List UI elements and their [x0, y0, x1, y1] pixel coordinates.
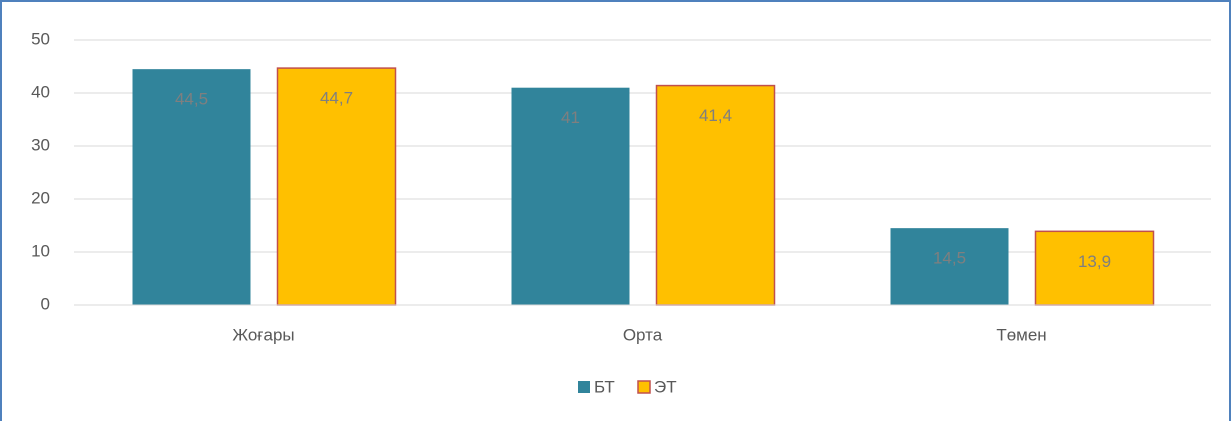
data-label: 14,5 [933, 249, 966, 268]
x-tick-label: Орта [623, 325, 663, 344]
y-tick-label: 10 [31, 241, 50, 260]
legend-swatch [637, 380, 651, 394]
legend-label: БТ [594, 377, 615, 396]
bar [132, 69, 251, 306]
data-label: 44,5 [175, 90, 208, 109]
bar [890, 228, 1009, 305]
y-tick-label: 30 [31, 135, 50, 154]
x-tick-label: Жоғары [232, 325, 294, 344]
data-label: 13,9 [1078, 252, 1111, 271]
bar [655, 84, 776, 306]
legend-swatch [578, 381, 590, 393]
data-label: 41,4 [699, 106, 732, 125]
data-label: 41 [561, 108, 580, 127]
legend-label: ЭТ [654, 377, 677, 396]
y-tick-label: 0 [41, 294, 50, 313]
y-tick-label: 20 [31, 188, 50, 207]
y-tick-label: 40 [31, 82, 50, 101]
y-tick-label: 50 [31, 29, 50, 48]
data-label: 44,7 [320, 89, 353, 108]
x-tick-label: Төмен [996, 325, 1046, 344]
bar [511, 87, 630, 305]
bar [276, 67, 397, 306]
